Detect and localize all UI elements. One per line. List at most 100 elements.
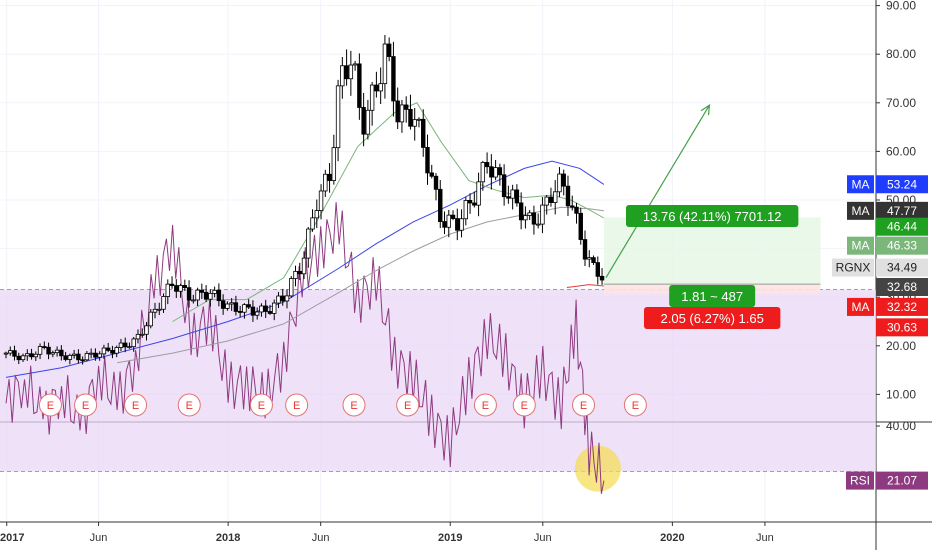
rsi-tag-name: RSI (850, 474, 870, 488)
price-tag-name: MA (852, 177, 870, 191)
candle-body (165, 283, 170, 297)
candle-body (548, 196, 554, 203)
earnings-marker[interactable]: E (38, 393, 62, 417)
candle-body (506, 196, 511, 199)
candle-body (489, 166, 494, 178)
price-tick-label: 60.00 (886, 144, 916, 158)
candle-body (8, 350, 13, 354)
earnings-label: E (186, 400, 193, 412)
earnings-marker[interactable]: E (124, 393, 148, 417)
candle-body (93, 352, 98, 358)
candle-body (276, 295, 281, 304)
candle-body (518, 202, 524, 221)
candle-body (246, 304, 251, 308)
earnings-marker[interactable]: E (473, 393, 497, 417)
earnings-marker[interactable]: E (74, 393, 98, 417)
earnings-marker[interactable]: E (572, 393, 596, 417)
candle-body (374, 84, 379, 92)
candle-body (425, 147, 430, 174)
price-tag-value-bg (876, 318, 928, 337)
price-tag-value: 47.77 (887, 204, 917, 218)
price-tag-name-bg (847, 175, 874, 194)
candle-body (535, 223, 541, 226)
candle-body (348, 64, 354, 80)
candle-body (540, 204, 545, 225)
earnings-marker[interactable]: E (285, 393, 309, 417)
candle-body (123, 342, 128, 348)
candle-body (323, 173, 328, 192)
candle-body (280, 295, 285, 302)
candle-body (169, 283, 175, 286)
candle-body (582, 239, 588, 260)
price-tag: MA 47.77 (847, 201, 928, 220)
ma-line-2 (172, 102, 605, 322)
rsi-tick-label: 40.00 (886, 419, 916, 433)
earnings-marker[interactable]: E (342, 393, 366, 417)
candle-body (144, 325, 149, 335)
candle-body (480, 162, 486, 183)
candle-body (220, 300, 226, 309)
price-tag-name-bg (847, 297, 874, 316)
price-tag: 32.68 (876, 277, 928, 296)
position-labels: 13.76 (42.11%) 7701.12 1.81 ~ 487 2.05 (6.… (625, 205, 799, 329)
time-tick-label: 2018 (216, 532, 240, 544)
price-tag-name: MA (852, 204, 870, 218)
candle-body (186, 287, 192, 301)
time-axis[interactable]: 2017 Jun 2018 Jun 2019 Jun 2020 Jun (0, 522, 774, 544)
earnings-marker[interactable]: E (249, 393, 273, 417)
price-tick-label: 10.00 (886, 387, 916, 401)
time-tick-label: 2019 (438, 532, 462, 544)
candle-body (297, 270, 302, 275)
candle-body (54, 349, 60, 354)
rsi-tag-value-bg (876, 471, 928, 490)
candle-body (140, 333, 145, 336)
price-tag-value-bg (876, 236, 928, 255)
candle-body (127, 346, 132, 349)
earnings-label: E (350, 400, 357, 412)
rsi-tag-name-bg (846, 471, 874, 490)
earnings-marker[interactable]: E (177, 393, 201, 417)
candle-body (80, 359, 85, 362)
earnings-marker[interactable]: E (512, 393, 536, 417)
candle-body (203, 291, 209, 300)
price-tick-label: 90.00 (886, 0, 916, 13)
projection-arrow-head (700, 104, 711, 116)
candle-body (365, 109, 371, 135)
candle-body (523, 215, 528, 221)
earnings-circle (74, 393, 98, 417)
time-tick-label: 2020 (660, 532, 684, 544)
candle-body (408, 108, 413, 127)
candle-body (395, 100, 400, 123)
candle-body (484, 162, 490, 168)
earnings-marker[interactable]: E (623, 393, 647, 417)
target-label-bg (625, 205, 799, 227)
candle-body (438, 188, 443, 222)
earnings-marker[interactable]: E (396, 393, 420, 417)
candle-body (161, 296, 166, 310)
candle-body (174, 285, 179, 292)
candle-body (242, 304, 247, 313)
earnings-circle (623, 393, 647, 417)
price-tags: MA 53.24 MA 47.77 46.44 MA 46.33 RGNX 34.49 32.68… (832, 175, 928, 490)
candle-body (67, 354, 73, 360)
ma-line-3 (566, 284, 604, 288)
candle-body (335, 85, 341, 149)
price-tag-value: 34.49 (887, 261, 917, 275)
candle-body (16, 355, 21, 361)
candle-body (352, 63, 358, 66)
price-tag-value: 46.44 (887, 220, 917, 234)
candle-body (33, 353, 39, 358)
candle-body (587, 257, 592, 260)
candle-body (284, 295, 290, 302)
candle-body (412, 119, 417, 127)
candle-body (591, 257, 596, 264)
candle-body (293, 270, 298, 279)
candle-body (527, 212, 532, 216)
center-label-bg (669, 285, 756, 307)
price-tag-value-bg (876, 201, 928, 220)
price-tag-value-bg (876, 217, 928, 236)
candle-body (229, 302, 234, 305)
candle-body (37, 346, 43, 355)
